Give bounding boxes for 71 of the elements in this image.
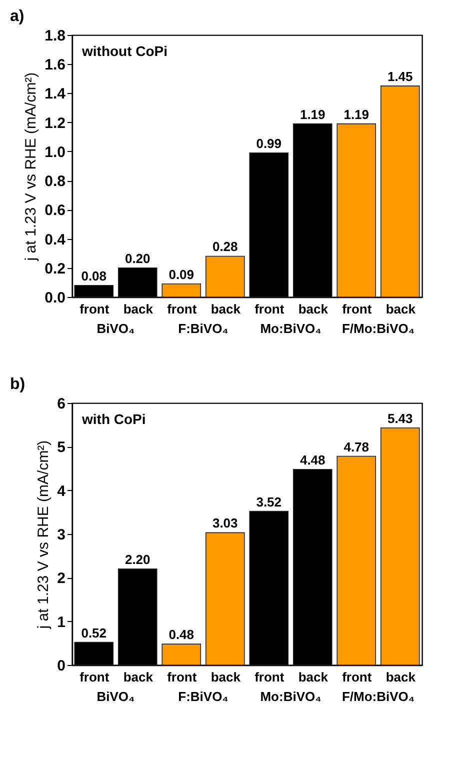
x-tick-label: front — [80, 302, 110, 316]
data-label: 1.19 — [344, 106, 370, 122]
data-label: 3.52 — [256, 494, 282, 510]
data-label: 2.20 — [124, 552, 150, 567]
y-tick-label: 2 — [57, 570, 66, 588]
text: F:BiVO₄ — [178, 321, 228, 336]
y-tick-label: 6 — [57, 396, 66, 412]
text: F:BiVO₄ — [178, 689, 228, 704]
y-tick-label: 5 — [57, 439, 66, 456]
x-tick-label: front — [254, 302, 285, 316]
y-tick-label: 0.6 — [44, 202, 66, 220]
x-tick-label: back — [123, 302, 154, 316]
x-tick-label: front — [254, 670, 285, 684]
data-label: 4.48 — [300, 452, 326, 468]
bar — [162, 284, 202, 298]
data-label: 0.52 — [81, 625, 107, 640]
y-tick-label: 1.6 — [44, 56, 66, 74]
x-tick-label: front — [167, 670, 198, 684]
data-label: 0.48 — [168, 627, 194, 642]
data-label: 4.78 — [344, 439, 370, 454]
text: with CoPi — [81, 411, 146, 427]
x-tick-label: back — [123, 670, 154, 684]
data-label: 1.45 — [387, 68, 413, 84]
x-tick-label: back — [298, 302, 329, 316]
y-tick-label: 1.0 — [44, 144, 66, 161]
x-tick-label: back — [298, 670, 329, 684]
data-label: 0.09 — [168, 266, 194, 282]
data-label: 0.20 — [124, 250, 150, 266]
chart-title: b) — [10, 376, 26, 393]
y-tick-label: 3 — [57, 526, 66, 544]
bar — [380, 86, 420, 298]
y-axis-title: j at 1.23 V vs RHE (mA/cm²) — [35, 440, 52, 630]
text: without CoPi — [81, 43, 168, 59]
y-tick-label: 0.2 — [44, 260, 66, 278]
text: Mo:BiVO₄ — [260, 689, 322, 704]
x-tick-label: front — [342, 302, 372, 316]
x-tick-label: front — [80, 670, 110, 684]
bar — [205, 532, 245, 666]
text: F/Mo:BiVO₄ — [342, 689, 415, 704]
text: BiVO₄ — [96, 689, 135, 704]
y-tick-label: 1.2 — [44, 114, 66, 132]
y-tick-label: 0.8 — [44, 173, 66, 190]
y-tick-label: 4 — [57, 482, 66, 500]
text: BiVO₄ — [96, 321, 135, 336]
data-label: 0.08 — [81, 268, 107, 284]
bar — [336, 123, 376, 298]
y-tick-label: 1.8 — [44, 28, 66, 44]
x-tick-label: back — [210, 302, 242, 316]
chart-title: a) — [10, 8, 24, 25]
y-tick-label: 0.0 — [44, 290, 66, 306]
data-label: 3.03 — [212, 516, 238, 531]
y-tick-label: 0 — [57, 658, 66, 674]
x-tick-label: back — [210, 670, 242, 684]
data-label: 1.19 — [300, 106, 326, 122]
data-label: 0.28 — [212, 239, 238, 254]
bar — [162, 644, 202, 666]
y-axis-title: j at 1.23 V vs RHE (mA/cm²) — [22, 72, 40, 262]
data-label: 5.43 — [387, 410, 413, 426]
x-tick-label: front — [342, 670, 372, 684]
text: Mo:BiVO₄ — [260, 321, 322, 336]
y-tick-label: 0.4 — [44, 231, 66, 248]
bar — [336, 456, 376, 666]
bar — [380, 427, 420, 666]
x-tick-label: back — [386, 302, 416, 316]
y-tick-label: 1.4 — [44, 86, 66, 103]
x-tick-label: back — [386, 670, 416, 684]
text: F/Mo:BiVO₄ — [342, 321, 415, 336]
y-tick-label: 1 — [57, 614, 66, 631]
data-label: 0.99 — [256, 136, 282, 151]
x-tick-label: front — [167, 302, 198, 316]
bar — [205, 256, 245, 298]
